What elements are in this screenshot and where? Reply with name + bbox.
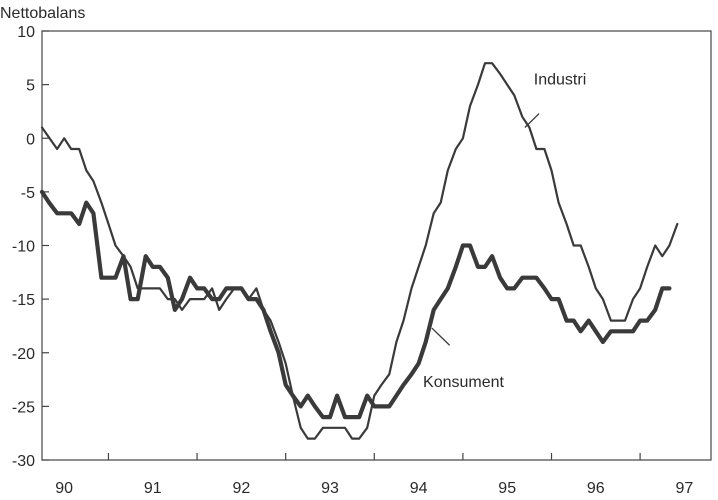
series-label-industri: Industri — [534, 72, 586, 89]
y-tick-label: 0 — [26, 131, 35, 148]
x-tick-label: 94 — [410, 480, 428, 497]
x-axis: 90 91 92 93 94 95 96 97 — [55, 453, 693, 497]
y-tick-label: -30 — [12, 453, 35, 470]
y-tick-label: -10 — [12, 239, 35, 256]
x-tick-label: 93 — [321, 480, 339, 497]
y-tick-label: -5 — [21, 185, 35, 202]
x-tick-label: 91 — [144, 480, 162, 497]
series-line-industri — [40, 62, 679, 440]
x-tick-label: 96 — [587, 480, 605, 497]
annotations: Industri Konsument — [423, 72, 586, 391]
y-tick-label: 5 — [26, 78, 35, 95]
x-tick-label: 95 — [498, 480, 516, 497]
annotation-leader-industri — [524, 113, 540, 128]
x-tick-label: 97 — [676, 480, 694, 497]
x-tick-label: 90 — [55, 480, 73, 497]
y-tick-label: 10 — [17, 24, 35, 41]
series-layer — [39, 62, 679, 440]
annotation-leader-konsument — [431, 327, 451, 346]
y-tick-label: -15 — [12, 292, 35, 309]
series-label-konsument: Konsument — [423, 374, 504, 391]
y-axis-title: Nettobalans — [0, 5, 85, 22]
y-tick-label: -20 — [12, 346, 35, 363]
series-line-konsument — [39, 189, 672, 420]
y-tick-label: -25 — [12, 399, 35, 416]
plot-frame — [41, 30, 712, 461]
x-tick-label: 92 — [232, 480, 250, 497]
y-axis: 10 5 0 -5 -10 -15 -20 -25 -30 — [12, 24, 49, 470]
